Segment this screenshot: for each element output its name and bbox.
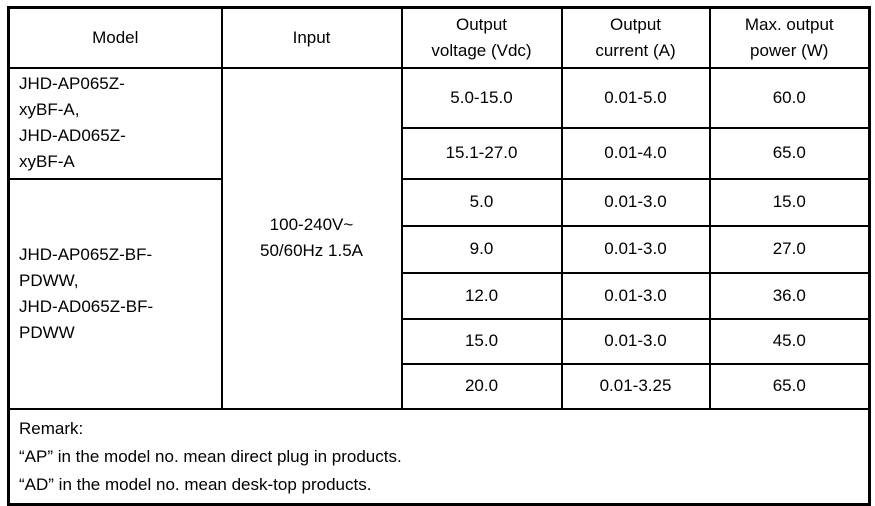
remark-title: Remark: [19,418,84,438]
model-group-1-cell: JHD-AP065Z- xyBF-A, JHD-AD065Z- xyBF-A [7,66,223,180]
power-cell: 45.0 [708,317,871,365]
table-row: 12.0 0.01-3.0 36.0 [9,271,871,320]
remark-cell: Remark: “AP” in the model no. mean direc… [7,407,871,505]
power-cell: 65.0 [708,362,871,410]
table-row: JHD-AP065Z-BF- PDWW, JHD-AD065Z-BF- PDWW… [7,177,871,410]
current-cell: 0.01-3.0 [560,224,711,274]
remark-ad-note: “AD” in the model no. mean desk-top prod… [19,474,372,494]
voltage-cell: 15.0 [400,317,563,365]
power-cell: 60.0 [708,66,871,129]
header-max-output-power: Max. output power (W) [708,6,871,69]
power-spec-table: Model Input Output voltage (Vdc) Output … [7,6,871,506]
power-cell: 15.0 [708,177,871,227]
voltage-cell: 5.0-15.0 [400,66,563,129]
power-cell: 65.0 [708,126,871,180]
remark-ap-note: “AP” in the model no. mean direct plug i… [19,446,402,466]
power-cell: 36.0 [708,271,871,320]
header-row: Model Input Output voltage (Vdc) Output … [7,6,871,69]
current-cell: 0.01-3.0 [560,271,711,320]
header-output-voltage: Output voltage (Vdc) [400,6,563,69]
table-row: 15.0 0.01-3.0 45.0 [9,317,871,365]
header-input: Input [220,6,403,69]
current-cell: 0.01-4.0 [560,126,711,180]
table-row: 15.1-27.0 0.01-4.0 65.0 [9,126,871,180]
table-row: 9.0 0.01-3.0 27.0 [9,224,871,274]
voltage-cell: 20.0 [400,362,563,410]
input-cell: 100-240V~ 50/60Hz 1.5A [220,66,403,410]
current-cell: 0.01-3.0 [560,317,711,365]
current-cell: 0.01-3.0 [560,177,711,227]
voltage-cell: 9.0 [400,224,563,274]
voltage-cell: 15.1-27.0 [400,126,563,180]
header-model: Model [7,6,223,69]
voltage-cell: 12.0 [400,271,563,320]
power-cell: 27.0 [708,224,871,274]
table-row: JHD-AP065Z- xyBF-A, JHD-AD065Z- xyBF-A 1… [7,66,871,410]
remark-row: Remark: “AP” in the model no. mean direc… [7,407,871,505]
table-row: 20.0 0.01-3.25 65.0 [9,362,871,410]
header-output-current: Output current (A) [560,6,711,69]
current-cell: 0.01-5.0 [560,66,711,129]
current-cell: 0.01-3.25 [560,362,711,410]
model-group-2-cell: JHD-AP065Z-BF- PDWW, JHD-AD065Z-BF- PDWW [7,177,223,410]
voltage-cell: 5.0 [400,177,563,227]
